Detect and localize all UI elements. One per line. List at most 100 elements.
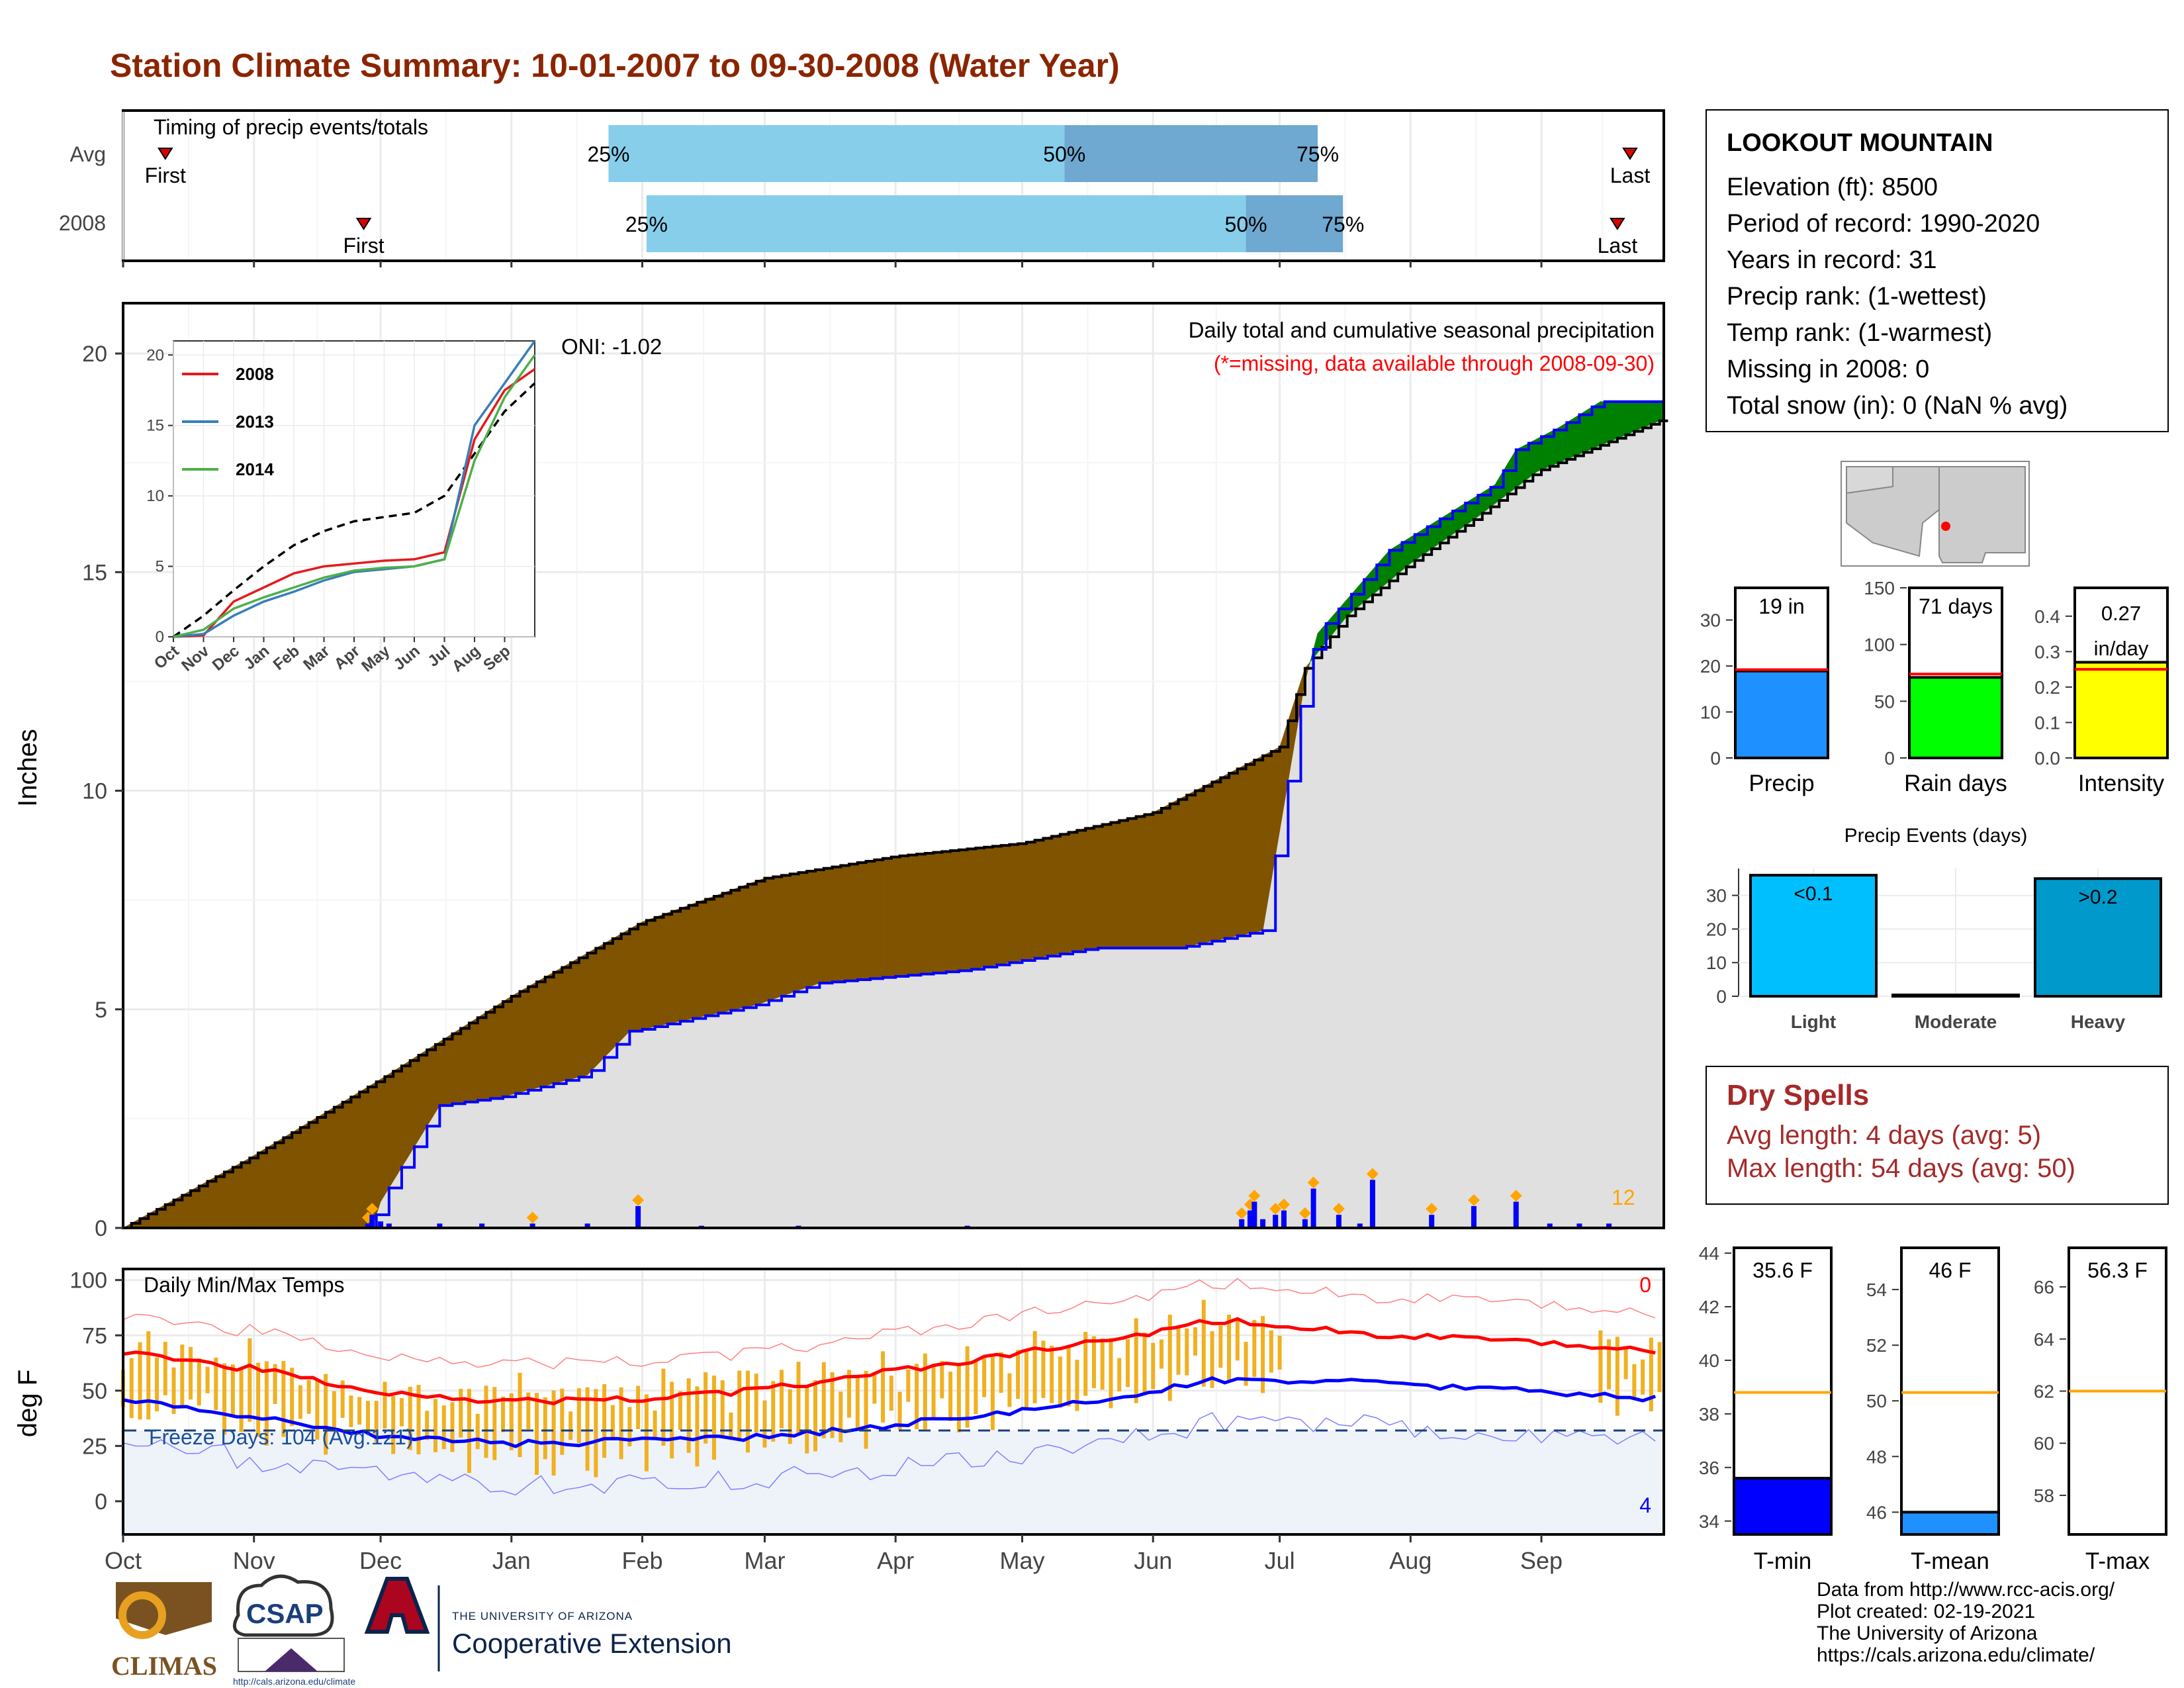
daily-temp-bar bbox=[180, 1344, 185, 1406]
temp-bar-value-label: 35.6 F bbox=[1752, 1258, 1813, 1282]
daily-temp-bar bbox=[1244, 1342, 1248, 1386]
daily-temp-bar bbox=[1134, 1318, 1138, 1403]
inset-ytick-label: 20 bbox=[146, 346, 164, 364]
daily-temp-bar bbox=[290, 1368, 295, 1427]
daily-precip-marker bbox=[1510, 1190, 1522, 1202]
dry-spells-avg: Avg length: 4 days (avg: 5) bbox=[1727, 1121, 2042, 1150]
mini-bar-precip bbox=[1734, 669, 1829, 759]
daily-temp-bar bbox=[374, 1401, 379, 1442]
deficit-band bbox=[604, 941, 609, 1058]
surplus-band bbox=[1647, 401, 1652, 427]
deficit-band bbox=[786, 873, 791, 996]
daily-temp-bar bbox=[214, 1357, 218, 1411]
deficit-band bbox=[1224, 773, 1230, 939]
deficit-band bbox=[562, 964, 567, 1082]
events-bar-heavy bbox=[2034, 877, 2162, 998]
deficit-band bbox=[844, 863, 850, 982]
temp-bar-ytick-label: 36 bbox=[1699, 1458, 1719, 1478]
daily-temp-bar bbox=[585, 1387, 590, 1471]
temp-bar-label: T-mean bbox=[1911, 1548, 1989, 1574]
station-name: LOOKOUT MOUNTAIN bbox=[1727, 129, 1993, 157]
deficit-band bbox=[756, 879, 761, 1006]
deficit-band bbox=[220, 1171, 225, 1229]
deficit-band bbox=[591, 947, 596, 1071]
mini-bar-label: Precip bbox=[1749, 771, 1814, 796]
daily-temp-bar bbox=[1615, 1336, 1619, 1416]
daily-temp-bar bbox=[1210, 1331, 1214, 1388]
deficit-band bbox=[342, 1099, 347, 1229]
deficit-band bbox=[1262, 753, 1267, 931]
timing-q25-label: 25% bbox=[625, 212, 668, 236]
deficit-band bbox=[667, 911, 672, 1025]
surplus-band bbox=[1507, 455, 1512, 494]
daily-temp-bar bbox=[1151, 1342, 1156, 1389]
deficit-band bbox=[1161, 806, 1166, 949]
events-bar-moderate bbox=[1891, 994, 2020, 998]
inset-series-2013 bbox=[173, 340, 536, 638]
temp-ytick-label: 75 bbox=[82, 1323, 107, 1348]
daily-temp-bar bbox=[171, 1367, 176, 1415]
deficit-band bbox=[790, 872, 795, 994]
deficit-band bbox=[549, 972, 554, 1086]
inset-ytick-label: 0 bbox=[156, 628, 164, 646]
deficit-band bbox=[929, 852, 934, 974]
logo-csap: CSAP http://cals.arizona.edu/climate bbox=[232, 1574, 355, 1687]
temp-ytick-label: 100 bbox=[69, 1268, 107, 1293]
deficit-band bbox=[460, 1025, 465, 1103]
logo-climas: CLIMAS bbox=[111, 1582, 217, 1681]
deficit-band bbox=[418, 1052, 424, 1141]
daily-temp-bar bbox=[1649, 1337, 1653, 1412]
daily-temp-bar bbox=[1227, 1314, 1232, 1381]
daily-temp-bar bbox=[197, 1358, 201, 1406]
daily-temp-bar bbox=[889, 1376, 893, 1411]
deficit-band bbox=[308, 1119, 314, 1229]
deficit-band bbox=[195, 1186, 200, 1229]
deficit-band bbox=[566, 962, 571, 1081]
timing-first-marker bbox=[355, 218, 372, 230]
daily-temp-bar bbox=[974, 1361, 978, 1415]
deficit-band bbox=[351, 1094, 356, 1229]
deficit-band bbox=[688, 903, 694, 1020]
freeze-days-label: Freeze Days: 104 (Avg:121) bbox=[149, 1425, 414, 1449]
deficit-band bbox=[832, 866, 837, 982]
month-label: May bbox=[1000, 1547, 1045, 1574]
deficit-band bbox=[536, 979, 541, 1089]
daily-temp-bar bbox=[163, 1342, 167, 1395]
temp-bar-ytick-label: 40 bbox=[1699, 1350, 1719, 1371]
deficit-band bbox=[486, 1009, 491, 1100]
deficit-band bbox=[996, 845, 1001, 965]
daily-precip-bar bbox=[1239, 1219, 1245, 1228]
station-elevation: Elevation (ft): 8500 bbox=[1727, 173, 1938, 201]
daily-precip-bar bbox=[1357, 1223, 1363, 1228]
deficit-band bbox=[1077, 829, 1082, 952]
daily-temp-bar bbox=[1007, 1373, 1012, 1407]
deficit-band bbox=[967, 848, 972, 970]
deficit-band bbox=[1212, 779, 1217, 942]
timing-first-label: First bbox=[145, 164, 186, 187]
precip-events-chart: Precip Events (days) 0 10 20 30 <0.1 Light Mod… bbox=[1706, 825, 2162, 1032]
deficit-band bbox=[752, 880, 757, 1006]
deficit-band bbox=[600, 943, 605, 1062]
daily-temp-bar bbox=[138, 1342, 142, 1420]
daily-temp-bar bbox=[256, 1362, 261, 1437]
daily-precip-bar bbox=[1302, 1219, 1308, 1228]
daily-temp-bar bbox=[788, 1389, 792, 1444]
daily-temp-bar bbox=[543, 1397, 547, 1460]
deficit-band bbox=[317, 1114, 322, 1229]
deficit-band bbox=[650, 917, 655, 1028]
daily-temp-bar bbox=[526, 1392, 531, 1430]
month-label: Feb bbox=[621, 1547, 662, 1574]
deficit-band bbox=[979, 847, 985, 968]
temp-bar-ytick-label: 62 bbox=[2034, 1382, 2054, 1402]
temp-bar-ytick-label: 60 bbox=[2034, 1433, 2054, 1454]
deficit-band bbox=[768, 876, 774, 1001]
deficit-band bbox=[971, 847, 976, 970]
daily-precip-bar bbox=[1513, 1201, 1519, 1228]
deficit-band bbox=[616, 933, 621, 1045]
mini-bar-ytick-label: 30 bbox=[1700, 610, 1721, 631]
daily-temp-bar bbox=[129, 1358, 134, 1419]
deficit-band bbox=[942, 851, 947, 973]
deficit-band bbox=[355, 1092, 360, 1229]
daily-temp-bar bbox=[999, 1352, 1003, 1393]
